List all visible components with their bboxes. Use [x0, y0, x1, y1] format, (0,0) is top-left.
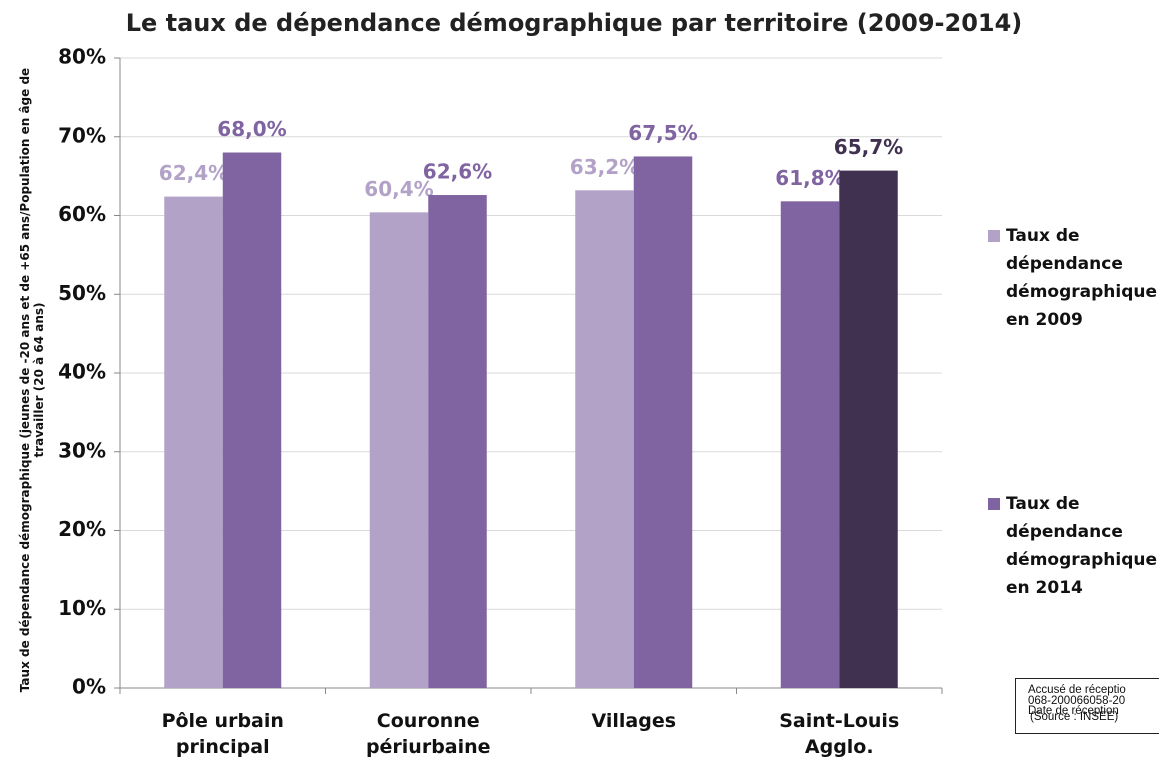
stamp-line: 068-200066058-20	[1028, 695, 1126, 707]
y-tick-label: 60%	[58, 202, 106, 226]
x-tick-label: Saint-Louis Agglo.	[779, 710, 900, 758]
y-axis-title: Taux de dépendance démographique (jeunes…	[18, 67, 46, 693]
bar	[780, 201, 840, 688]
y-tick-label: 50%	[58, 281, 106, 305]
legend-swatch	[988, 230, 1000, 242]
data-label: 67,5%	[628, 121, 697, 145]
data-label: 68,0%	[217, 117, 286, 141]
y-tick-label: 80%	[58, 45, 106, 69]
stamp: Accusé de réceptio 068-200066058-20 Date…	[1015, 678, 1159, 734]
stamp-line: Date de réception	[1028, 705, 1119, 717]
y-tick-label: 70%	[58, 123, 106, 147]
data-label: 65,7%	[834, 135, 903, 159]
y-tick-label: 10%	[58, 596, 106, 620]
y-tick-label: 40%	[58, 360, 106, 384]
stamp-line: (Source : INSEE)	[1030, 711, 1119, 723]
bar	[633, 156, 693, 688]
chart-title: Le taux de dépendance démographique par …	[126, 9, 1023, 37]
data-label: 62,4%	[159, 161, 228, 185]
legend-swatch	[988, 498, 1000, 510]
x-tick-label: Pôle urbain principal	[161, 710, 284, 758]
bar	[164, 196, 223, 688]
bar	[369, 212, 429, 688]
y-tick-label: 30%	[58, 438, 106, 462]
bar	[575, 190, 634, 689]
legend-label: Taux de dépendance démographique en 2014	[1006, 494, 1158, 598]
legend-label: Taux de dépendance démographique en 2009	[1006, 226, 1158, 330]
data-label: 63,2%	[570, 155, 639, 179]
y-tick-label: 20%	[58, 517, 106, 541]
x-tick-label: Couronne périurbaine	[365, 710, 491, 758]
data-label: 61,8%	[775, 166, 844, 190]
bar	[839, 170, 898, 689]
y-tick-label: 0%	[72, 675, 106, 699]
data-label: 60,4%	[364, 177, 433, 201]
bar	[222, 152, 282, 688]
stamp-line: Accusé de réceptio	[1028, 684, 1126, 696]
data-label: 62,6%	[423, 160, 492, 184]
bar	[428, 195, 487, 688]
x-tick-label: Villages	[591, 710, 677, 732]
